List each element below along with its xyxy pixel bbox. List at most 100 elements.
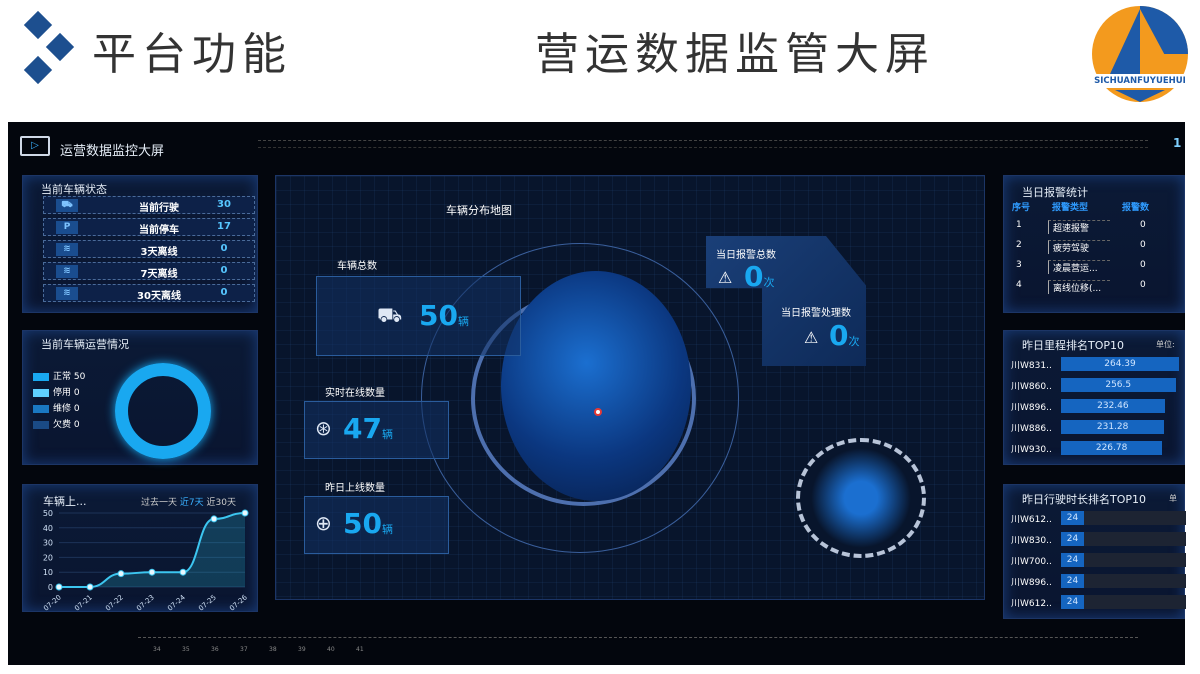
data-point[interactable] bbox=[86, 583, 94, 591]
mileage-row[interactable]: 川W896.. 232.46 bbox=[1011, 398, 1186, 414]
plate-number: 川W700.. bbox=[1011, 557, 1052, 567]
alarm-light-icon: ⚠ bbox=[804, 328, 819, 347]
chart-title: 车辆上... bbox=[43, 495, 87, 508]
column-header: 报警类型 bbox=[1052, 203, 1089, 213]
plate-number: 川W886.. bbox=[1011, 424, 1052, 434]
data-point[interactable] bbox=[179, 568, 187, 576]
mileage-row[interactable]: 川W860.. 256.5 bbox=[1011, 377, 1186, 393]
filter-past-day[interactable]: 过去一天 bbox=[141, 498, 178, 508]
alarm-count: 0 bbox=[1140, 240, 1146, 250]
alarm-row[interactable]: 3 凌晨营运... 0 bbox=[1012, 260, 1182, 275]
plate-number: 川W830.. bbox=[1011, 536, 1052, 546]
online-vehicles-card: 实时在线数量 ⊛ 47辆 bbox=[304, 388, 449, 459]
duration-row[interactable]: 川W700.. 24 bbox=[1011, 552, 1186, 568]
alarm-row[interactable]: 2 疲劳驾驶 0 bbox=[1012, 240, 1182, 255]
location-marker-icon[interactable] bbox=[594, 408, 602, 416]
alarm-type: 超速报警 bbox=[1048, 220, 1110, 234]
mileage-row[interactable]: 川W831.. 264.39 bbox=[1011, 356, 1186, 372]
mileage-bar: 264.39 bbox=[1061, 357, 1180, 371]
timeline-tick: 39 bbox=[298, 646, 306, 653]
signal-off-icon: ≋ bbox=[56, 287, 78, 300]
truck-icon: ⛟ bbox=[56, 199, 78, 212]
signal-off-icon: ≋ bbox=[56, 243, 78, 256]
truck-icon: ⛟ bbox=[377, 303, 403, 327]
plate-number: 川W896.. bbox=[1011, 403, 1052, 413]
bar-track bbox=[1061, 511, 1186, 525]
duration-row[interactable]: 川W896.. 24 bbox=[1011, 573, 1186, 589]
plate-number: 川W896.. bbox=[1011, 578, 1052, 588]
area-fill bbox=[59, 513, 245, 587]
duration-row[interactable]: 川W830.. 24 bbox=[1011, 531, 1186, 547]
data-point[interactable] bbox=[148, 568, 156, 576]
filter-7-days[interactable]: 近7天 bbox=[179, 498, 204, 508]
alarm-count: 0 bbox=[1140, 280, 1146, 290]
alarm-index: 1 bbox=[1016, 220, 1022, 230]
y-tick-label: 30 bbox=[43, 539, 53, 548]
data-point[interactable] bbox=[117, 570, 125, 578]
status-label: 3天离线 bbox=[140, 247, 178, 258]
duration-bar: 24 bbox=[1061, 574, 1085, 588]
stat-label: 昨日上线数量 bbox=[325, 483, 385, 494]
y-tick-label: 40 bbox=[43, 524, 53, 533]
stat-label: 车辆总数 bbox=[337, 261, 377, 272]
alarm-row[interactable]: 4 离线位移(... 0 bbox=[1012, 280, 1182, 295]
x-tick-label: 07-20 bbox=[42, 593, 63, 612]
mileage-row[interactable]: 川W930.. 226.78 bbox=[1011, 440, 1186, 456]
bar-track bbox=[1061, 574, 1186, 588]
legend-swatch bbox=[33, 388, 49, 397]
alarm-index: 3 bbox=[1016, 260, 1022, 270]
status-row[interactable]: ⛟ 当前行驶 30 bbox=[43, 196, 255, 214]
company-logo: SICHUANFUYUEHUI bbox=[1090, 4, 1190, 104]
globe bbox=[501, 271, 691, 501]
legend-label: 维修 0 bbox=[53, 404, 80, 414]
timeline-tick: 38 bbox=[269, 646, 277, 653]
legend-item: 欠费 0 bbox=[33, 417, 80, 430]
y-tick-label: 50 bbox=[43, 509, 53, 518]
operation-donut bbox=[115, 363, 211, 459]
column-header: 报警数 bbox=[1122, 203, 1150, 213]
stat-label: 实时在线数量 bbox=[325, 388, 385, 399]
data-point[interactable] bbox=[55, 583, 63, 591]
mileage-bar: 226.78 bbox=[1061, 441, 1163, 455]
alarm-index: 2 bbox=[1016, 240, 1022, 250]
stat-unit: 辆 bbox=[381, 523, 393, 536]
duration-row[interactable]: 川W612.. 24 bbox=[1011, 594, 1186, 610]
panel-title: 当日报警统计 bbox=[1022, 186, 1088, 199]
map-title: 车辆分布地图 bbox=[446, 204, 512, 217]
logo-diamond-icon bbox=[23, 10, 53, 40]
stat-value: 0 bbox=[829, 319, 849, 352]
stat-unit: 次 bbox=[848, 335, 860, 348]
alarm-row[interactable]: 1 超速报警 0 bbox=[1012, 220, 1182, 235]
timeline-tick: 36 bbox=[211, 646, 219, 653]
duration-bar: 24 bbox=[1061, 532, 1085, 546]
data-point[interactable] bbox=[210, 515, 218, 523]
online-line-chart: 0 10 20 30 40 50 07-20 07-21 07-22 07-23 07-24 07-2… bbox=[42, 509, 249, 613]
duration-row[interactable]: 川W612.. 24 bbox=[1011, 510, 1186, 526]
status-row[interactable]: P 当前停车 17 bbox=[43, 218, 255, 236]
status-label: 当前停车 bbox=[139, 225, 179, 236]
status-value: 0 bbox=[220, 287, 228, 298]
bar-track bbox=[1061, 532, 1186, 546]
status-row[interactable]: ≋ 30天离线 0 bbox=[43, 284, 255, 302]
legend-item: 停用 0 bbox=[33, 385, 80, 398]
timeline-tick: 34 bbox=[153, 646, 161, 653]
x-tick-label: 07-24 bbox=[166, 593, 187, 613]
x-tick-label: 07-21 bbox=[73, 593, 94, 612]
timeline-ruler[interactable] bbox=[138, 637, 1138, 647]
y-tick-label: 10 bbox=[43, 568, 53, 577]
parking-icon: P bbox=[56, 221, 78, 234]
data-point[interactable] bbox=[241, 509, 249, 517]
stat-unit: 次 bbox=[763, 276, 775, 289]
mileage-row[interactable]: 川W886.. 231.28 bbox=[1011, 419, 1186, 435]
legend-item: 维修 0 bbox=[33, 401, 80, 414]
column-header: 序号 bbox=[1012, 203, 1031, 213]
alarm-count: 0 bbox=[1140, 260, 1146, 270]
alarm-type: 离线位移(... bbox=[1048, 280, 1110, 294]
filter-30-days[interactable]: 近30天 bbox=[206, 498, 236, 508]
status-row[interactable]: ≋ 7天离线 0 bbox=[43, 262, 255, 280]
alarm-index: 4 bbox=[1016, 280, 1022, 290]
slide-subtitle: 营运数据监管大屏 bbox=[535, 29, 935, 80]
status-label: 当前行驶 bbox=[139, 203, 179, 214]
status-row[interactable]: ≋ 3天离线 0 bbox=[43, 240, 255, 258]
panel-title: 昨日里程排名TOP10 bbox=[1022, 339, 1125, 352]
